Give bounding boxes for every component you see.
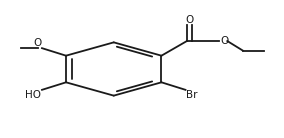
Text: O: O bbox=[185, 15, 194, 25]
Text: Br: Br bbox=[186, 90, 198, 100]
Text: O: O bbox=[220, 36, 228, 46]
Text: HO: HO bbox=[25, 90, 41, 100]
Text: O: O bbox=[33, 38, 41, 48]
